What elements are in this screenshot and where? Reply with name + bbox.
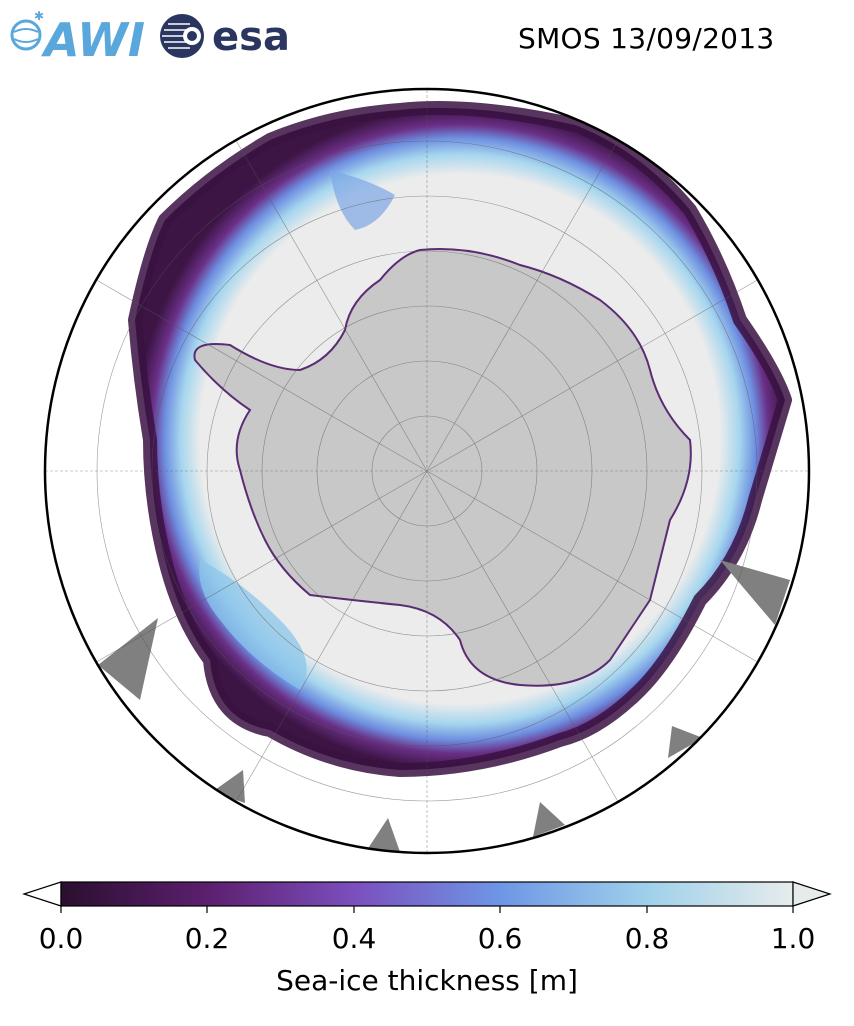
map-boundary: [43, 87, 811, 855]
missing-data-wedge: [533, 802, 565, 837]
missing-data-wedge: [98, 618, 158, 700]
colorbar-tick-label: 0.6: [477, 922, 523, 955]
esa-logo: esa: [160, 14, 290, 60]
awi-globe-icon: ✱: [10, 9, 44, 51]
colorbar-tick-label: 0.8: [624, 922, 670, 955]
svg-text:✱: ✱: [34, 9, 44, 23]
awi-logo-text: AWI: [41, 13, 145, 62]
colorbar-tick-label: 1.0: [770, 922, 816, 955]
antarctica-land: [193, 248, 692, 687]
colorbar-tick-label: 0.2: [184, 922, 230, 955]
map-title: SMOS 13/09/2013: [518, 22, 775, 55]
colorbar-tick-label: 0.0: [38, 922, 84, 955]
weddell-thin-ice: [330, 170, 395, 230]
esa-symbol-icon: [160, 14, 204, 58]
missing-data-wedge: [367, 818, 400, 852]
ross-blue-streak: [199, 560, 307, 690]
colorbar-extend-min: [22, 881, 62, 907]
colorbar-label: Sea-ice thickness [m]: [276, 964, 578, 997]
colorbar-tick-label: 0.4: [331, 922, 377, 955]
awi-logo: ✱ AWI: [10, 9, 145, 62]
missing-data-wedge: [668, 726, 703, 758]
missing-data-wedge: [720, 560, 790, 625]
colorbar-gradient: [60, 881, 794, 907]
graticule: [45, 89, 809, 853]
colorbar-extend-max: [792, 881, 832, 907]
thin-ice-fringe: [128, 100, 792, 777]
colorbar-ticks: [60, 906, 794, 913]
esa-logo-text: esa: [212, 14, 290, 60]
